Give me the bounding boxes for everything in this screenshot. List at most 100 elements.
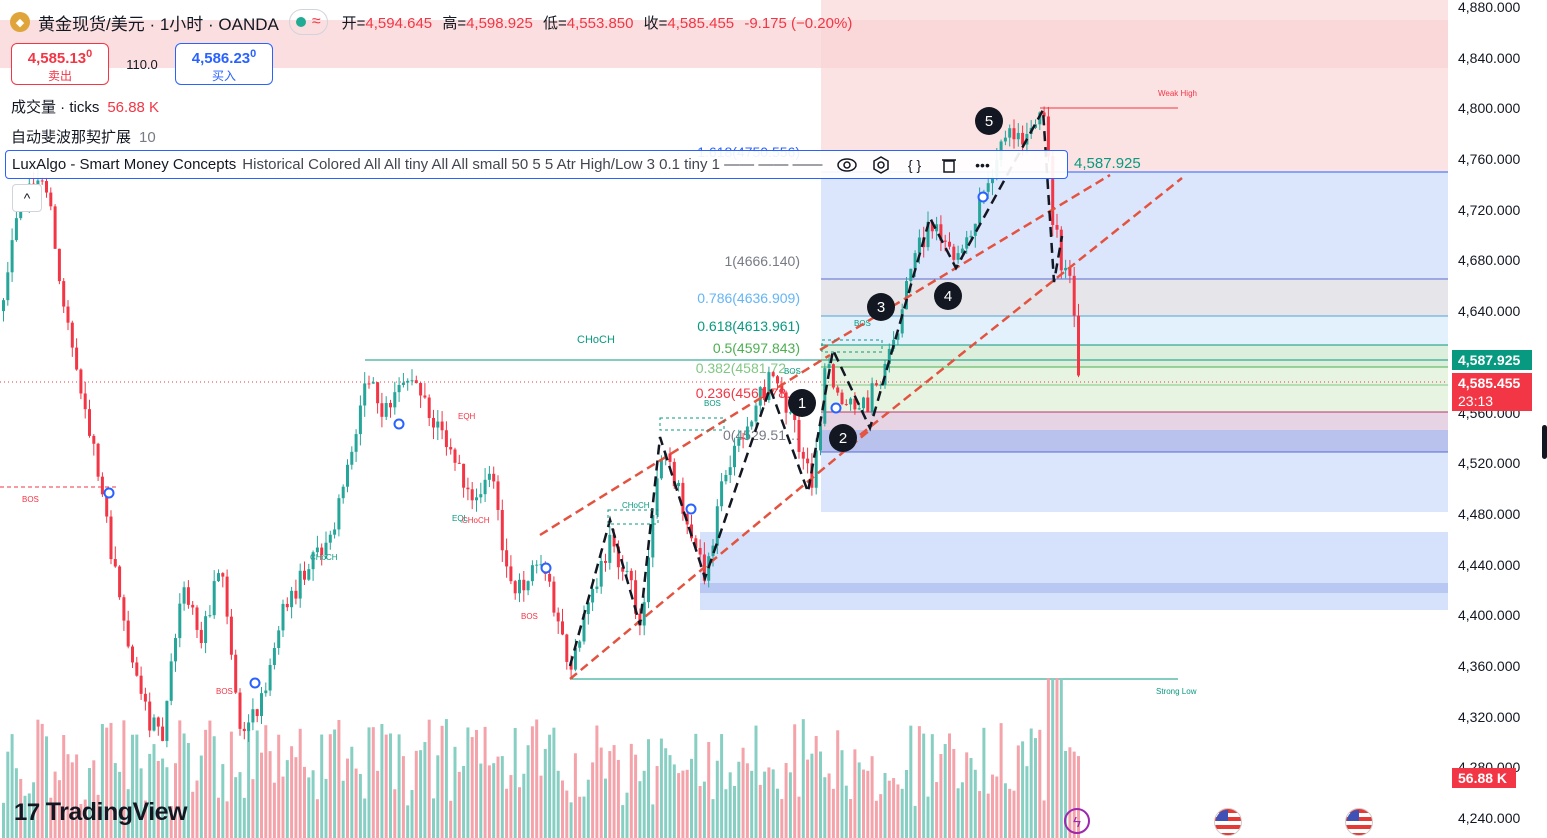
tradingview-logo[interactable]: 17 TradingView: [14, 798, 188, 826]
trash-icon[interactable]: [939, 155, 959, 175]
fib-indicator-legend[interactable]: 自动斐波那契扩展 10: [11, 129, 156, 146]
candle: [1077, 315, 1080, 376]
candle: [242, 728, 246, 732]
candle: [586, 602, 590, 615]
candle: [161, 726, 165, 741]
volume-bar: [152, 744, 156, 838]
candle: [814, 450, 818, 488]
volume-bar: [978, 791, 982, 838]
volume-indicator-legend[interactable]: 成交量 · ticks 56.88 K: [11, 99, 160, 116]
symbol-header: ◆ 黄金现货/美元 · 1小时 · OANDA ≈ 开=4,594.645 高=…: [10, 8, 858, 36]
volume-bar: [315, 799, 319, 838]
volume-bar: [780, 799, 784, 838]
candle: [139, 675, 143, 694]
candle: [548, 573, 552, 582]
channel-upper-2: [819, 173, 1111, 352]
candle: [969, 235, 973, 238]
wave-label-1: [788, 389, 816, 417]
status-pill[interactable]: ≈: [288, 9, 328, 35]
volume-bar: [6, 751, 10, 838]
current-price-label: 4,587.925: [1452, 350, 1532, 370]
eye-icon[interactable]: [836, 155, 857, 175]
swing-marker: [540, 562, 552, 574]
candle: [991, 176, 994, 184]
us-flag-icon[interactable]: [1345, 808, 1373, 836]
volume-bar: [840, 750, 844, 838]
candle: [303, 570, 306, 580]
y-tick-label: 4,760.000: [1458, 151, 1521, 168]
candle: [1016, 132, 1020, 140]
price-axis[interactable]: [1448, 0, 1547, 838]
volume-bar: [70, 762, 74, 838]
candle: [436, 421, 440, 428]
volume-bar: [320, 734, 324, 838]
symbol-title[interactable]: 黄金现货/美元 · 1小时 · OANDA: [38, 14, 279, 34]
high-value: 4,598.925: [466, 14, 533, 32]
candle: [849, 398, 853, 405]
volume-bar: [83, 799, 87, 838]
volume-bar: [294, 757, 298, 838]
luxalgo-indicator-legend[interactable]: LuxAlgo - Smart Money Concepts Historica…: [5, 150, 1141, 179]
y-tick-label: 4,800.000: [1458, 100, 1521, 117]
volume-bar: [247, 723, 251, 838]
volume-bar: [556, 770, 560, 838]
candle: [530, 565, 534, 582]
candle: [1059, 229, 1063, 271]
candle: [350, 451, 354, 465]
volume-bar: [75, 754, 79, 838]
source-code-icon[interactable]: { }: [907, 156, 922, 173]
settings-icon[interactable]: [871, 155, 891, 175]
volume-bar: [57, 780, 61, 838]
candle: [573, 647, 577, 670]
buy-button[interactable]: 4,586.230 买入: [175, 43, 273, 85]
candle: [487, 473, 491, 480]
lightning-icon[interactable]: ϟ: [1064, 808, 1090, 834]
candle: [105, 494, 109, 517]
candle: [346, 464, 349, 487]
us-flag-icon[interactable]: [1214, 808, 1242, 836]
volume-bar: [973, 769, 977, 838]
candle: [380, 403, 384, 417]
candle: [535, 564, 539, 566]
volume-bar: [376, 770, 380, 838]
candle: [320, 547, 324, 556]
close-value: 4,585.455: [667, 14, 735, 32]
volume-bar: [866, 770, 870, 838]
volume-bar: [999, 723, 1003, 838]
volume-bar: [204, 729, 208, 838]
candle: [616, 546, 620, 568]
volume-bar: [27, 793, 31, 838]
swing-marker: [393, 418, 405, 430]
y-tick-label: 4,720.000: [1458, 201, 1521, 218]
candle: [444, 430, 448, 448]
candle: [509, 566, 513, 582]
volume-bar: [371, 727, 375, 838]
candle: [776, 376, 779, 384]
volume-bar: [410, 790, 414, 838]
volume-bar: [174, 763, 177, 838]
scroll-handle[interactable]: [1542, 425, 1547, 459]
volume-bar: [651, 804, 655, 838]
volume-bar: [668, 755, 672, 838]
candle: [737, 438, 741, 446]
volume-bar: [487, 765, 491, 838]
open-value: 4,594.645: [365, 14, 433, 32]
volume-bar: [49, 797, 53, 838]
candle: [432, 417, 435, 428]
volume-bar: [135, 734, 139, 838]
volume-bar: [53, 771, 57, 838]
collapse-icon[interactable]: ^: [12, 184, 42, 212]
candle: [113, 559, 117, 567]
wave-number: 4: [944, 288, 952, 305]
candle: [694, 538, 698, 548]
volume-bar: [548, 734, 552, 838]
volume-bar: [1046, 678, 1050, 838]
more-icon[interactable]: •••: [975, 156, 990, 173]
volume-bar: [19, 778, 23, 838]
candle: [930, 221, 934, 232]
candle: [591, 588, 595, 603]
smc-label: CHoCH: [310, 553, 338, 562]
volume-bar: [139, 768, 143, 838]
sell-button[interactable]: 4,585.130 卖出: [11, 43, 109, 85]
